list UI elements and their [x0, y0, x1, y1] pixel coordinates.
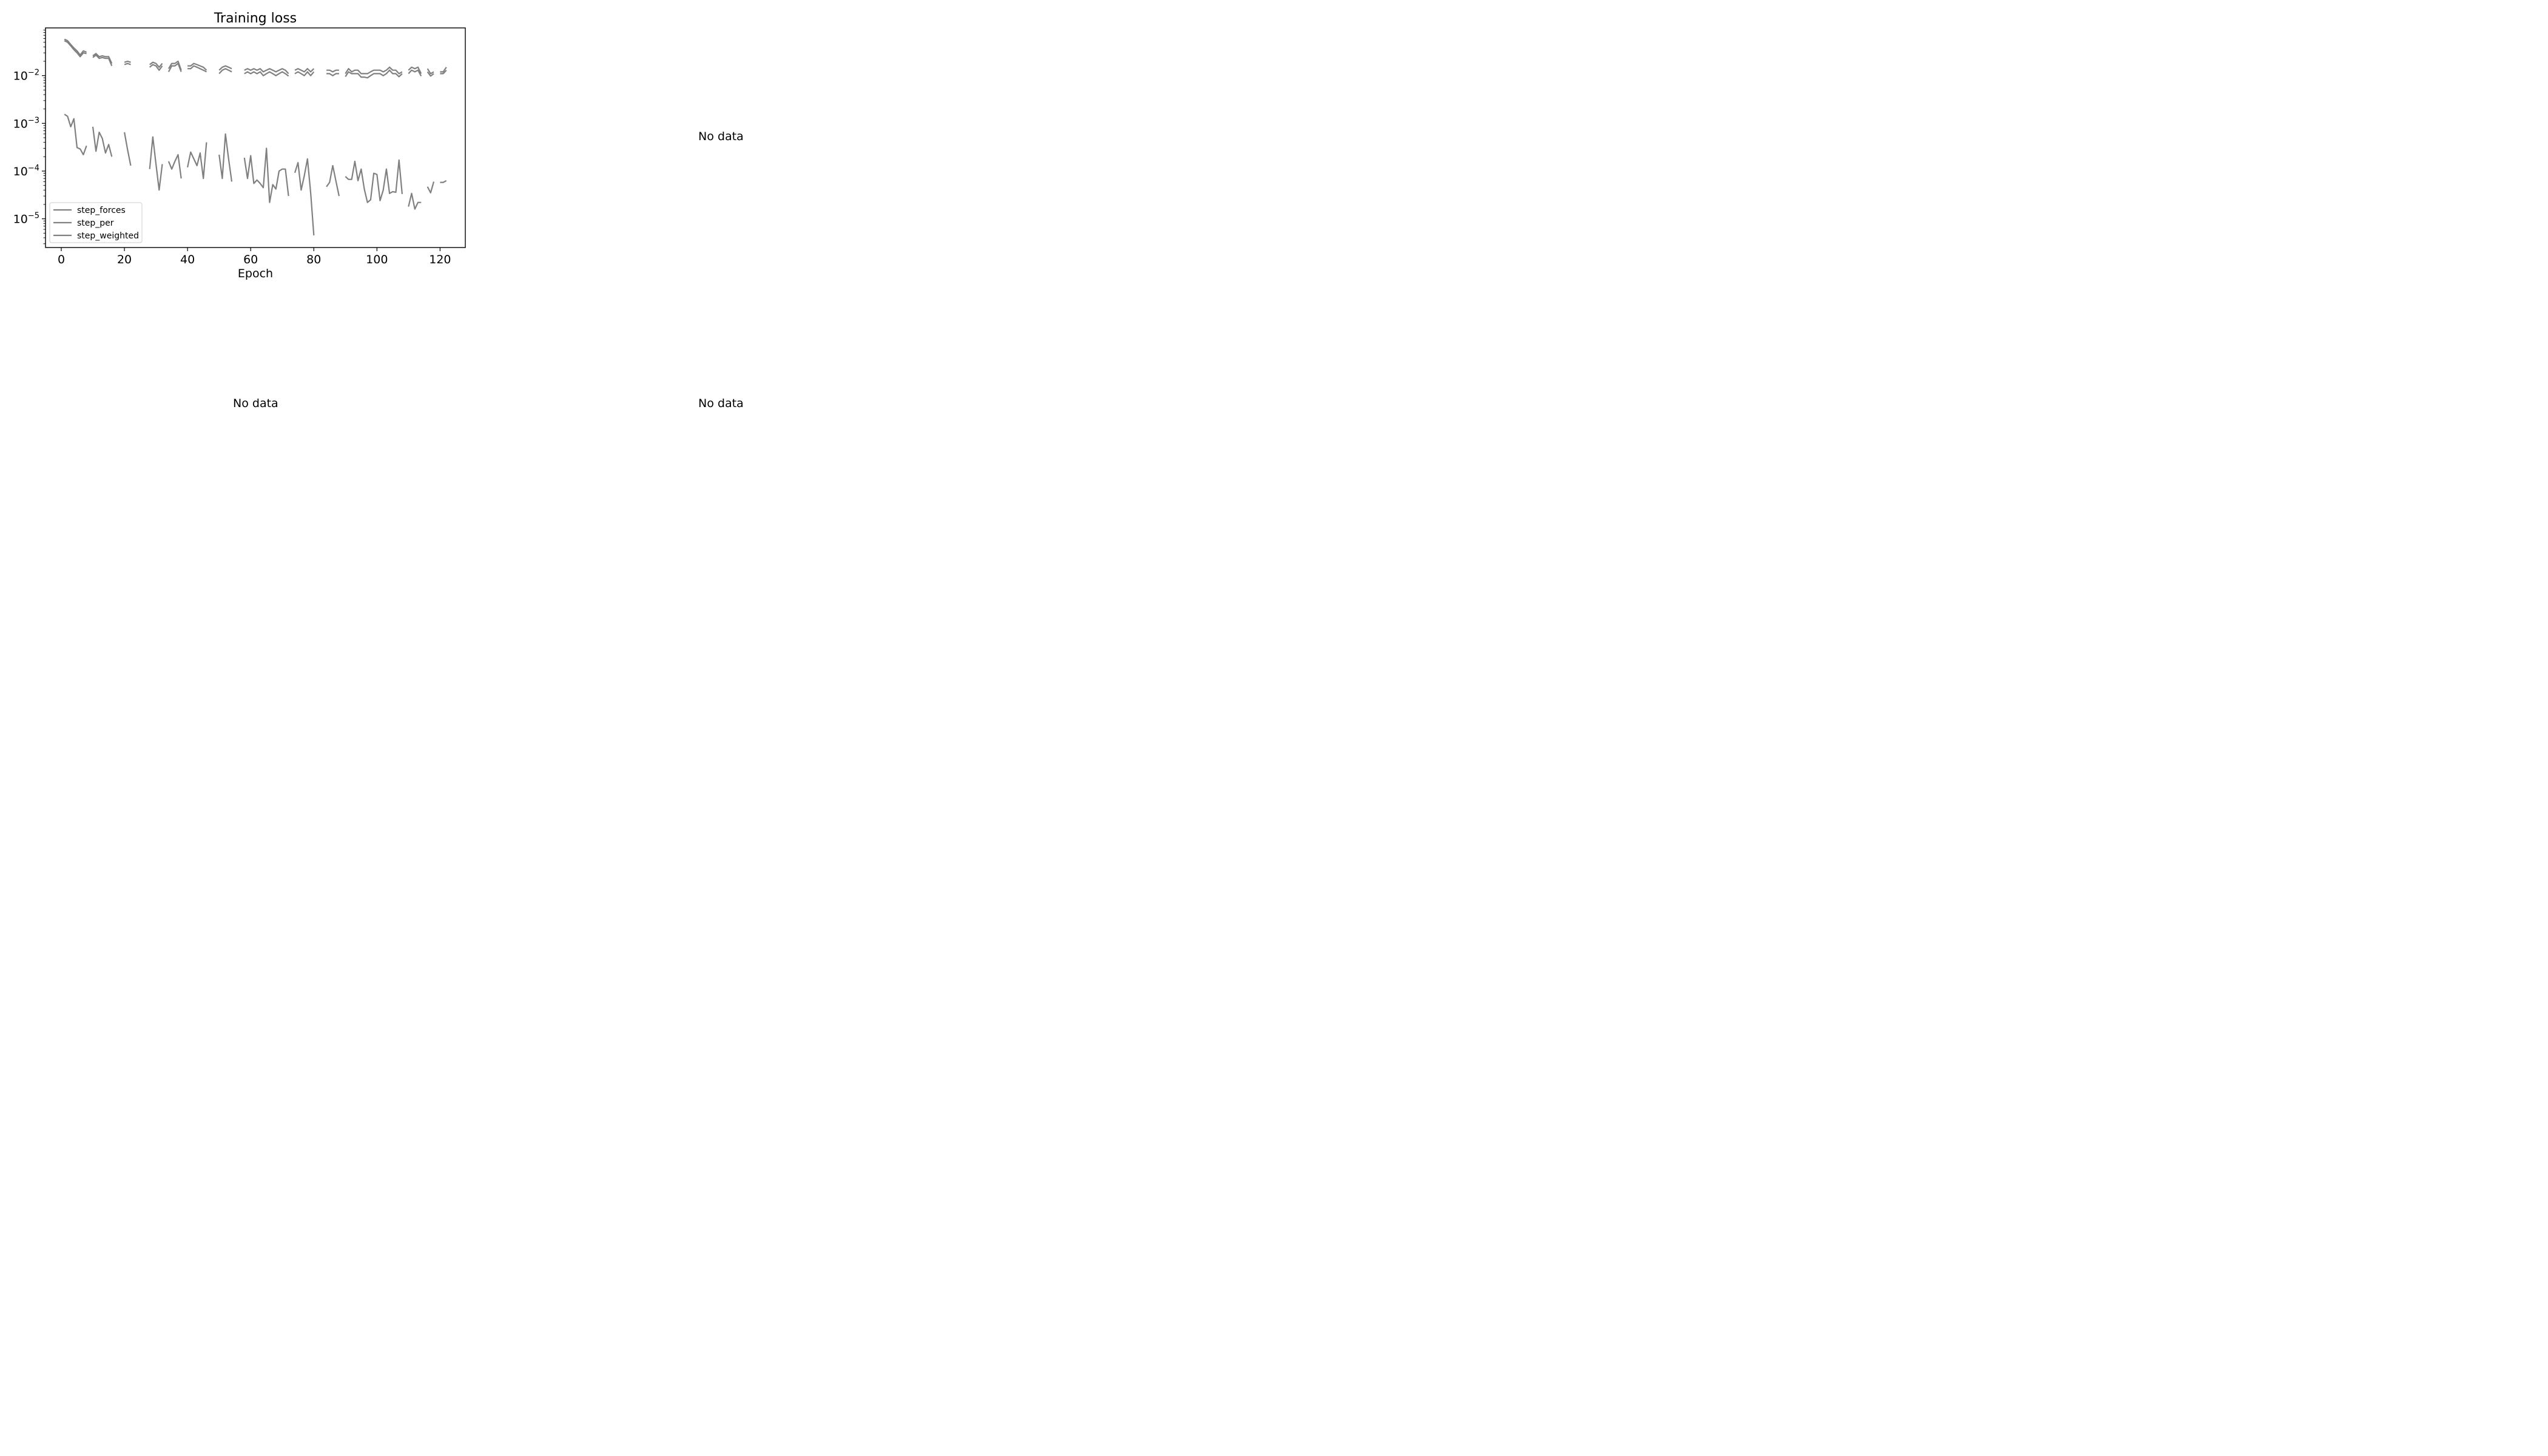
- no-data-message-bottom-left: No data: [233, 397, 278, 410]
- y-tick-label: 10−2: [13, 69, 39, 83]
- y-tick-label: 10−4: [13, 164, 39, 178]
- legend-label: step_forces: [77, 206, 126, 215]
- no-data-message-top-right: No data: [698, 130, 744, 143]
- x-tick-label: 80: [306, 253, 321, 266]
- x-axis: 0 20 40 60 80 100 120: [58, 248, 451, 266]
- plot-lines: [64, 38, 447, 235]
- x-tick-label: 0: [58, 253, 65, 266]
- y-tick-label: 10−5: [13, 212, 39, 226]
- x-tick-label: 60: [243, 253, 258, 266]
- legend: step_forces step_per step_weighted: [49, 202, 143, 243]
- x-axis-label: Epoch: [238, 267, 273, 280]
- x-tick-label: 120: [429, 253, 451, 266]
- legend-label: step_weighted: [77, 231, 139, 241]
- y-tick-label: 10−3: [13, 116, 39, 130]
- y-axis: 10−2 10−3 10−4 10−5: [13, 30, 46, 244]
- x-tick-label: 100: [366, 253, 388, 266]
- legend-box: [49, 202, 143, 243]
- legend-label: step_per: [77, 218, 114, 228]
- x-tick-label: 20: [117, 253, 132, 266]
- series-line-step_per: [64, 38, 447, 75]
- series-line-step_forces: [64, 113, 447, 235]
- training-loss-chart: Training loss 10−2 10−3 10−4 10−5 0 20 40 60 80…: [13, 11, 466, 280]
- x-tick-label: 40: [180, 253, 195, 266]
- chart-title: Training loss: [214, 11, 297, 26]
- series-line-step_weighted: [64, 40, 447, 79]
- no-data-message-bottom-right: No data: [698, 397, 744, 410]
